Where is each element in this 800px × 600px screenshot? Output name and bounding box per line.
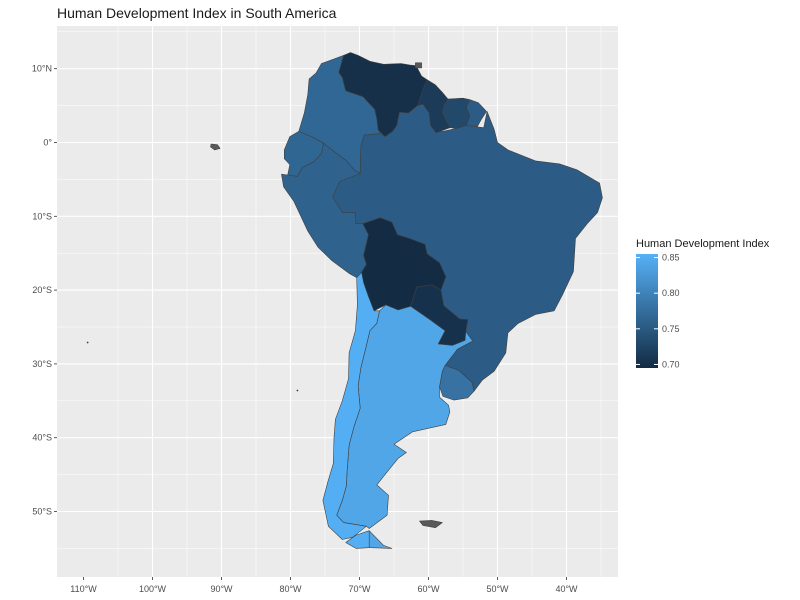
y-tick-label: 10°N [32, 64, 52, 74]
islands-layer [86, 62, 487, 549]
galapagos-islands [210, 143, 221, 151]
small-island [86, 341, 89, 344]
legend-label: 0.85 [662, 253, 680, 263]
falkland-islands [419, 520, 443, 529]
x-tick-label: 100°W [139, 584, 167, 594]
y-tick-label: 20°S [32, 285, 52, 295]
chart-title: Human Development Index in South America [57, 5, 337, 21]
x-tick-label: 90°W [210, 584, 233, 594]
y-tick-label: 0° [43, 138, 52, 148]
legend-title: Human Development Index [636, 238, 770, 250]
x-axis: 110°W 100°W 90°W 80°W 70°W 60°W 50°W 40°W [70, 577, 578, 594]
y-tick-label: 10°S [32, 211, 52, 221]
x-tick-label: 50°W [486, 584, 509, 594]
tierra-del-fuego-cl [345, 530, 370, 549]
legend-label: 0.75 [662, 324, 680, 334]
x-tick-label: 40°W [555, 584, 578, 594]
trinidad [415, 62, 422, 69]
x-tick-label: 80°W [279, 584, 302, 594]
legend-label: 0.80 [662, 288, 680, 298]
country-chile [322, 272, 380, 540]
y-axis: 10°N 0° 10°S 20°S 30°S 40°S 50°S [32, 64, 57, 517]
y-tick-label: 50°S [32, 507, 52, 517]
french-guiana [466, 99, 487, 127]
x-tick-label: 60°W [417, 584, 440, 594]
x-tick-label: 70°W [348, 584, 371, 594]
legend-label: 0.70 [662, 359, 680, 369]
legend-colorbar [636, 254, 658, 368]
x-tick-label: 110°W [70, 584, 97, 594]
legend: Human Development Index 0.70 0.75 0.80 0.85 [636, 238, 770, 369]
y-tick-label: 30°S [32, 359, 52, 369]
y-tick-label: 40°S [32, 433, 52, 443]
countries-layer [281, 52, 603, 540]
small-island [296, 389, 299, 392]
